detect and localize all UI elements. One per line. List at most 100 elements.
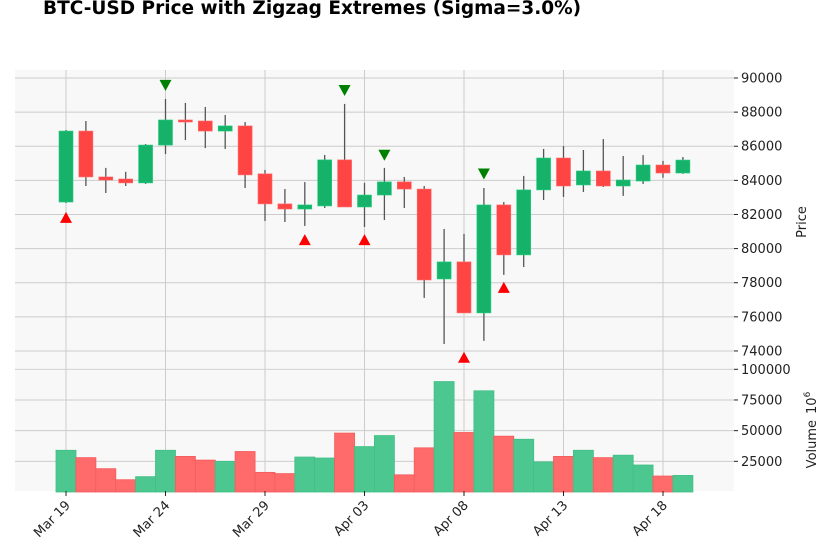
candle-up	[377, 181, 392, 196]
candle-up	[635, 164, 651, 182]
volume-bar	[393, 474, 415, 493]
volume-bar	[254, 471, 276, 493]
date-axis: Mar 19 Mar 24 Mar 29 Apr 03 Apr 08 Apr 13 Apr …	[31, 491, 671, 541]
candle-up	[317, 159, 333, 207]
volume-bar	[473, 390, 495, 493]
volume-bar	[433, 381, 455, 493]
price-tick-label: 88000	[741, 106, 782, 121]
candle-down	[337, 159, 352, 208]
volume-bar	[234, 451, 256, 493]
candle-up	[297, 204, 313, 210]
trough-marker-icon	[458, 351, 470, 363]
volume-bar	[413, 447, 435, 493]
candle-down	[178, 119, 193, 123]
volume-axis: 25000 50000 75000 100000	[734, 363, 791, 470]
volume-bar	[55, 449, 77, 493]
candle-up	[576, 170, 591, 186]
price-tick-label: 90000	[741, 72, 782, 87]
volume-axis-label: Volume106	[803, 391, 820, 468]
candle-up	[158, 119, 173, 146]
candle-up	[516, 189, 532, 256]
volume-bar	[373, 435, 395, 493]
volume-tick-label: 50000	[741, 424, 782, 439]
volume-bar	[453, 432, 475, 493]
date-tick-label: Apr 18	[630, 498, 671, 539]
candle-up	[675, 159, 691, 174]
volume-bar	[194, 459, 216, 493]
peak-marker-icon	[477, 168, 490, 180]
candle-down	[78, 130, 94, 178]
grid-lines	[15, 70, 734, 491]
chart-title: BTC-USD Price with Zigzag Extremes (Sigm…	[43, 0, 582, 19]
candle-down	[655, 164, 671, 174]
volume-bar	[553, 456, 574, 493]
candle-down	[198, 120, 213, 132]
trough-marker-icon	[358, 234, 371, 246]
volume-bar	[592, 457, 614, 493]
price-axis-label: Price	[795, 206, 810, 238]
candle-down	[556, 157, 571, 187]
volume-tick-label: 75000	[741, 393, 782, 408]
volume-bar	[354, 446, 375, 493]
candle-down	[456, 261, 472, 314]
volume-bar	[75, 457, 97, 493]
candle-up	[436, 261, 452, 280]
candle-down	[496, 204, 512, 256]
candle-down	[595, 170, 611, 187]
candle-up	[536, 157, 551, 191]
candle-up	[357, 194, 372, 208]
volume-bar	[214, 460, 236, 493]
date-tick-label: Mar 29	[230, 498, 273, 541]
price-axis: 74000 76000 78000 80000 82000 84000 86000 88000…	[734, 72, 782, 359]
candle-down	[98, 176, 114, 181]
volume-tick-label: 100000	[741, 363, 791, 378]
candle-down	[396, 181, 412, 190]
volume-bars	[55, 381, 694, 493]
price-tick-label: 76000	[741, 310, 782, 325]
candle-down	[118, 178, 133, 184]
volume-tick-label: 25000	[741, 455, 782, 470]
volume-bar	[274, 473, 296, 493]
candle-up	[138, 144, 153, 184]
volume-bar	[632, 464, 654, 493]
peak-marker-icon	[378, 149, 391, 161]
candles	[58, 98, 691, 344]
date-tick-label: Apr 08	[431, 498, 472, 539]
volume-bar	[533, 461, 554, 493]
peak-marker-icon	[338, 84, 351, 96]
candle-up	[476, 204, 492, 314]
volume-bar	[155, 449, 176, 493]
candle-down	[257, 173, 273, 205]
volume-bar	[652, 475, 674, 493]
candle-up	[58, 130, 74, 203]
volume-bar	[612, 454, 634, 493]
peak-marker-icon	[159, 79, 172, 91]
volume-bar	[95, 468, 117, 493]
price-tick-label: 86000	[741, 140, 782, 155]
price-tick-label: 80000	[741, 242, 782, 257]
volume-bar	[493, 435, 515, 493]
date-tick-label: Mar 19	[31, 498, 74, 541]
volume-bar	[294, 456, 316, 493]
price-panel	[15, 70, 734, 368]
candle-down	[277, 203, 293, 210]
volume-bar	[334, 432, 356, 493]
trough-marker-icon	[298, 234, 311, 246]
volume-bar	[135, 476, 157, 493]
volume-bar	[174, 456, 196, 493]
trough-marker-icon	[60, 211, 72, 223]
volume-bar	[513, 438, 535, 493]
candle-down	[416, 188, 432, 281]
price-tick-label: 78000	[741, 276, 782, 291]
candle-up	[615, 179, 631, 187]
price-tick-label: 82000	[741, 208, 782, 223]
date-tick-label: Apr 03	[331, 498, 372, 539]
date-tick-label: Mar 24	[131, 498, 174, 541]
volume-bar	[672, 475, 694, 493]
volume-bar	[115, 479, 137, 493]
price-tick-label: 84000	[741, 174, 782, 189]
candle-up	[217, 125, 233, 132]
volume-bar	[314, 457, 336, 493]
price-tick-label: 74000	[741, 344, 782, 359]
